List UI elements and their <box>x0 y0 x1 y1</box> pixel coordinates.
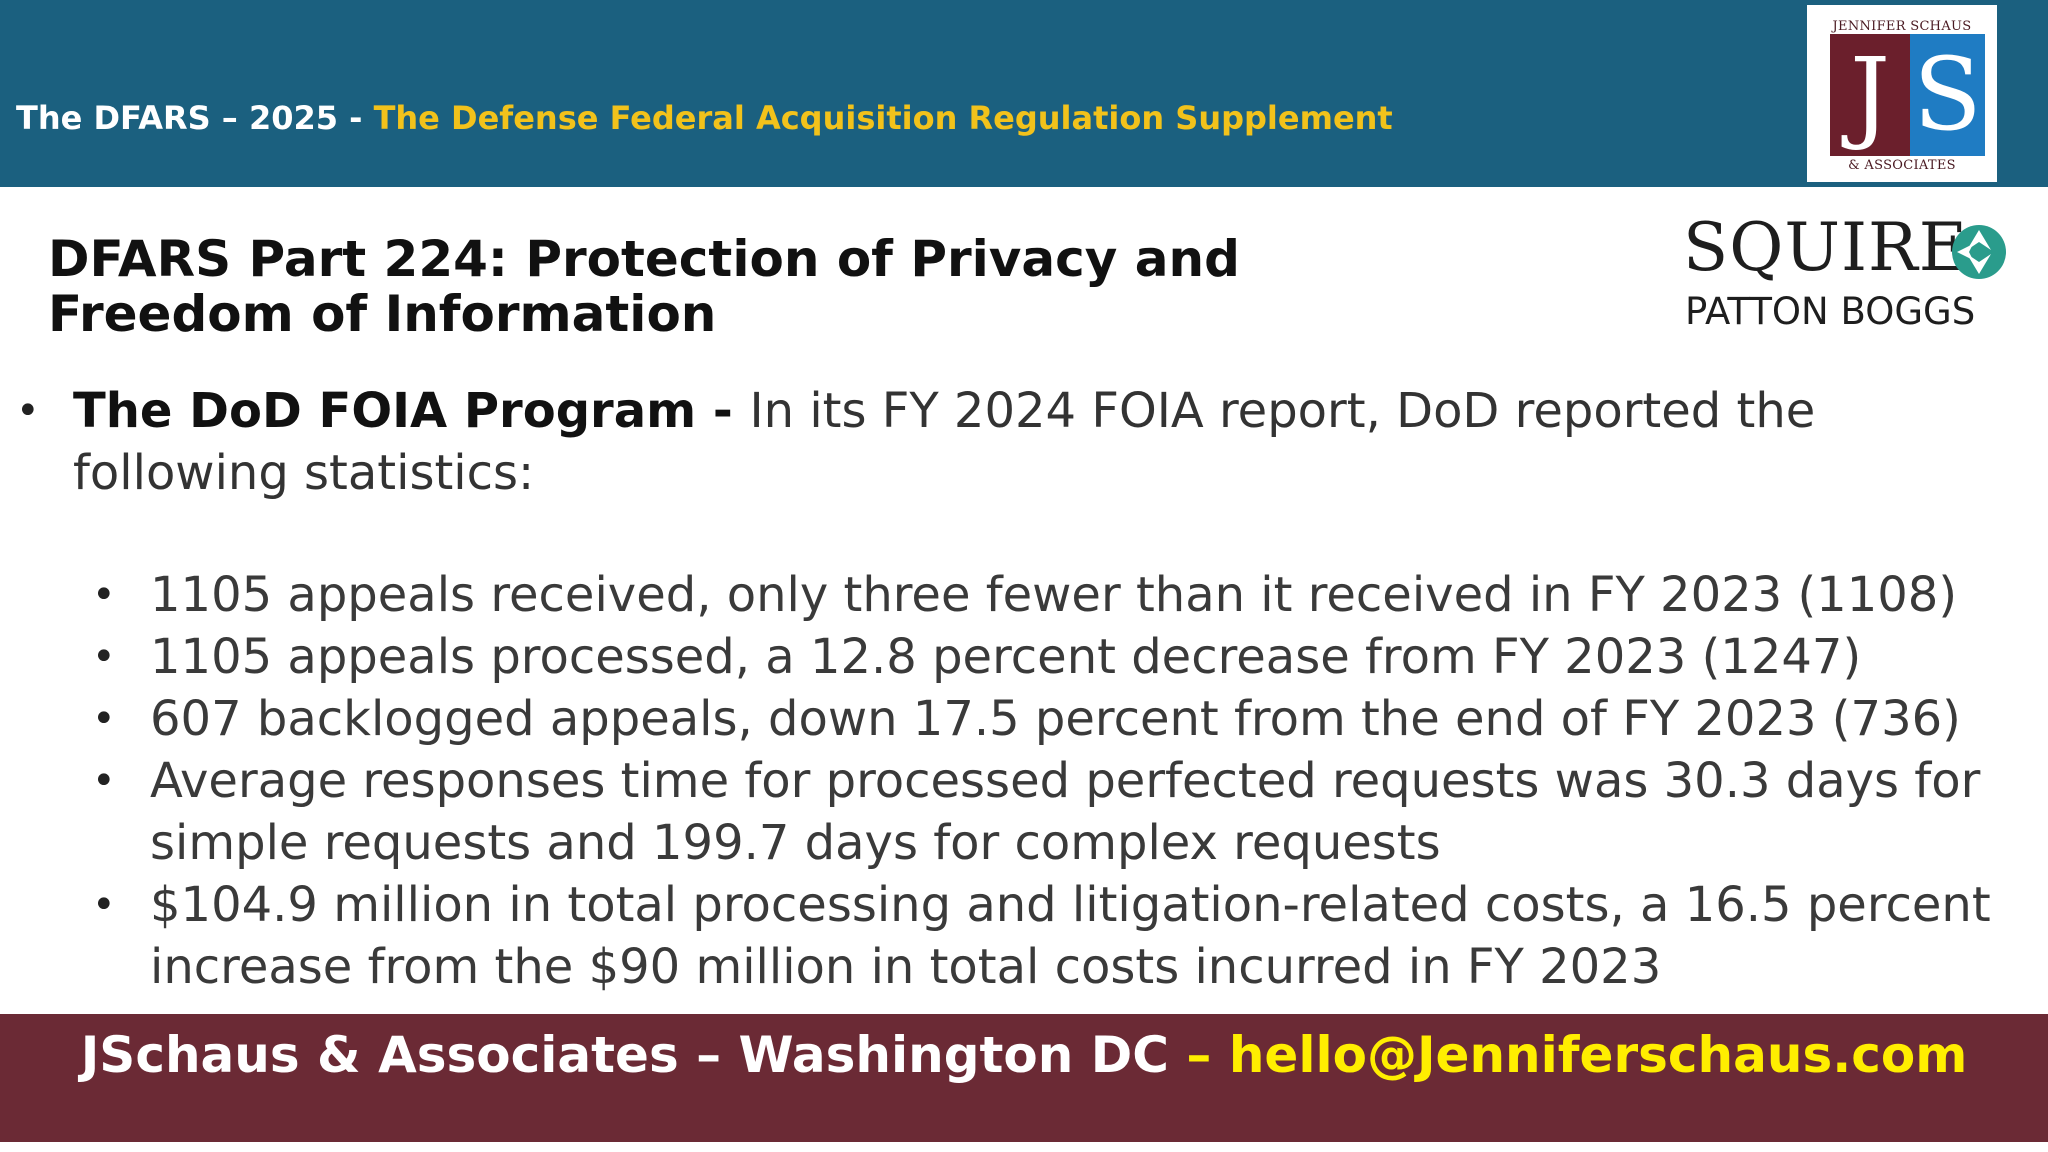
jschaus-logo-top-text: JENNIFER SCHAUS <box>1832 19 1972 34</box>
header-title: The DFARS – 2025 - The Defense Federal A… <box>16 96 1393 140</box>
list-item: • $104.9 million in total processing and … <box>92 874 2022 998</box>
jschaus-logo-letter-s: S <box>1910 34 1985 156</box>
bullet-dot-icon: • <box>92 634 116 680</box>
list-item-text: Average responses time for processed per… <box>150 753 1981 871</box>
list-item: • 1105 appeals received, only three fewer… <box>92 564 2022 626</box>
bullet-dot-icon: • <box>92 696 116 742</box>
footer-bar <box>0 1014 2048 1142</box>
list-item-text: 607 backlogged appeals, down 17.5 percen… <box>150 691 1961 747</box>
header-title-accent: The Defense Federal Acquisition Regulati… <box>373 99 1393 137</box>
list-item: • Average responses time for processed pe… <box>92 750 2022 874</box>
list-item-text: $104.9 million in total processing and l… <box>150 877 1991 995</box>
sub-bullet-list: • 1105 appeals received, only three fewer… <box>92 564 2022 998</box>
footer-text: JSchaus & Associates – Washington DC – h… <box>0 1025 2048 1085</box>
list-item: • 607 backlogged appeals, down 17.5 perce… <box>92 688 2022 750</box>
footer-email: – hello@Jenniferschaus.com <box>1186 1026 1968 1084</box>
squire-logo-line1: SQUIRE <box>1683 209 1968 286</box>
bullet-dot-icon: • <box>92 572 116 618</box>
jschaus-logo: JENNIFER SCHAUS J S & ASSOCIATES <box>1807 5 1997 182</box>
main-bullet-body: In its FY 2024 FOIA report, DoD reported… <box>73 383 1816 501</box>
header-title-prefix: The DFARS – 2025 - <box>16 99 374 137</box>
header-bar <box>0 0 2048 187</box>
jschaus-logo-letter-j: J <box>1830 34 1910 156</box>
main-bullet-lead: The DoD FOIA Program - <box>73 383 750 439</box>
bullet-dot-icon: • <box>16 388 40 434</box>
main-bullet-text: The DoD FOIA Program - In its FY 2024 FO… <box>73 380 2023 504</box>
slide-title: DFARS Part 224: Protection of Privacy an… <box>48 230 1240 343</box>
footer-text-main: JSchaus & Associates – Washington DC <box>80 1026 1187 1084</box>
jschaus-logo-bottom-text: & ASSOCIATES <box>1848 158 1956 173</box>
list-item: • 1105 appeals processed, a 12.8 percent … <box>92 626 2022 688</box>
squire-mark-icon <box>1952 225 2006 279</box>
bullet-dot-icon: • <box>92 882 116 928</box>
list-item-text: 1105 appeals received, only three fewer … <box>150 567 1958 623</box>
bullet-dot-icon: • <box>92 758 116 804</box>
squire-patton-boggs-logo: SQUIRE PATTON BOGGS <box>1683 212 2023 337</box>
squire-logo-line2: PATTON BOGGS <box>1685 290 1976 333</box>
list-item-text: 1105 appeals processed, a 12.8 percent d… <box>150 629 1862 685</box>
